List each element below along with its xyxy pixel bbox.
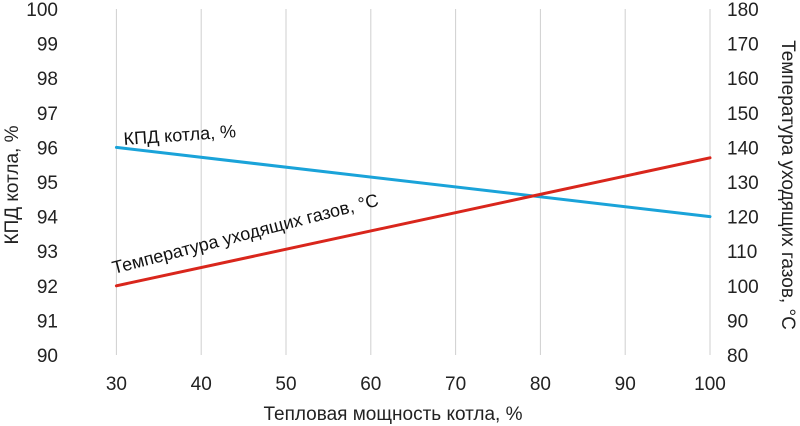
y-left-tick-label: 91 bbox=[37, 311, 58, 332]
y-right-tick-label: 150 bbox=[727, 104, 759, 125]
series-label-flue-gas-temp: Температура уходящих газов, °С bbox=[110, 190, 381, 278]
y-left-tick-label: 100 bbox=[26, 0, 58, 21]
y-right-tick-label: 110 bbox=[727, 242, 757, 263]
y-right-tick-label: 180 bbox=[727, 0, 759, 21]
x-tick-label: 100 bbox=[694, 374, 726, 395]
x-tick-label: 30 bbox=[106, 374, 127, 395]
x-tick-label: 40 bbox=[191, 374, 212, 395]
x-tick-label: 60 bbox=[360, 374, 381, 395]
y-right-tick-label: 120 bbox=[727, 208, 759, 229]
y-right-tick-label: 170 bbox=[727, 35, 759, 56]
y-right-tick-label: 80 bbox=[727, 346, 748, 367]
y-left-tick-label: 93 bbox=[37, 242, 58, 263]
x-axis-title: Тепловая мощность котла, % bbox=[263, 404, 522, 425]
x-tick-label: 80 bbox=[530, 374, 551, 395]
tick-labels: 30 40 50 60 70 80 90 100 90 91 92 93 94 95 96 97 98 99 100… bbox=[26, 0, 758, 395]
y-right-tick-label: 140 bbox=[727, 138, 759, 159]
y-right-tick-label: 160 bbox=[727, 69, 759, 90]
x-tick-label: 90 bbox=[615, 374, 636, 395]
x-tick-label: 50 bbox=[275, 374, 296, 395]
y-left-tick-label: 96 bbox=[37, 138, 58, 159]
y-left-tick-label: 97 bbox=[37, 104, 58, 125]
y-left-tick-label: 95 bbox=[37, 173, 58, 194]
y-axis-title-right: Температура уходящих газов, °С bbox=[777, 40, 798, 330]
series-label-efficiency: КПД котла, % bbox=[123, 121, 237, 149]
y-left-tick-label: 94 bbox=[37, 208, 59, 229]
y-axis-title-left: КПД котла, % bbox=[2, 125, 23, 244]
y-right-tick-label: 100 bbox=[727, 277, 759, 298]
series-line-flue-gas-temp bbox=[114, 156, 712, 288]
y-left-tick-label: 99 bbox=[37, 35, 58, 56]
y-right-tick-label: 90 bbox=[727, 311, 748, 332]
y-right-tick-label: 130 bbox=[727, 173, 759, 194]
y-left-tick-label: 98 bbox=[37, 69, 58, 90]
grid-lines bbox=[115, 9, 711, 355]
series-lines bbox=[114, 145, 712, 288]
series-line-efficiency bbox=[114, 145, 712, 219]
x-tick-label: 70 bbox=[445, 374, 466, 395]
y-left-tick-label: 92 bbox=[37, 277, 58, 298]
y-left-tick-label: 90 bbox=[37, 346, 58, 367]
